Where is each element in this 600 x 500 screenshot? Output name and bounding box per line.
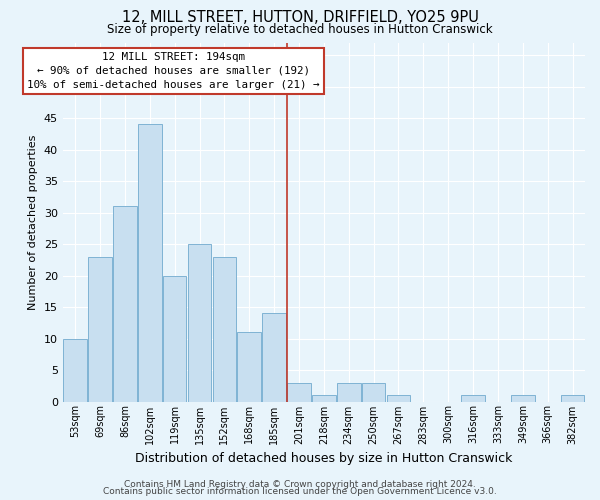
Bar [188,244,211,402]
Text: 12 MILL STREET: 194sqm
← 90% of detached houses are smaller (192)
10% of semi-de: 12 MILL STREET: 194sqm ← 90% of detached… [27,52,320,90]
Bar [337,382,361,402]
Bar [163,276,187,402]
Bar [113,206,137,402]
X-axis label: Distribution of detached houses by size in Hutton Cranswick: Distribution of detached houses by size … [135,452,512,465]
Bar [212,256,236,402]
Text: Contains public sector information licensed under the Open Government Licence v3: Contains public sector information licen… [103,487,497,496]
Bar [64,338,87,402]
Bar [88,256,112,402]
Bar [287,382,311,402]
Y-axis label: Number of detached properties: Number of detached properties [28,134,38,310]
Text: Contains HM Land Registry data © Crown copyright and database right 2024.: Contains HM Land Registry data © Crown c… [124,480,476,489]
Bar [561,395,584,402]
Bar [386,395,410,402]
Bar [138,124,161,402]
Bar [262,314,286,402]
Bar [312,395,335,402]
Bar [511,395,535,402]
Text: Size of property relative to detached houses in Hutton Cranswick: Size of property relative to detached ho… [107,22,493,36]
Bar [238,332,261,402]
Bar [362,382,385,402]
Bar [461,395,485,402]
Text: 12, MILL STREET, HUTTON, DRIFFIELD, YO25 9PU: 12, MILL STREET, HUTTON, DRIFFIELD, YO25… [122,10,478,25]
